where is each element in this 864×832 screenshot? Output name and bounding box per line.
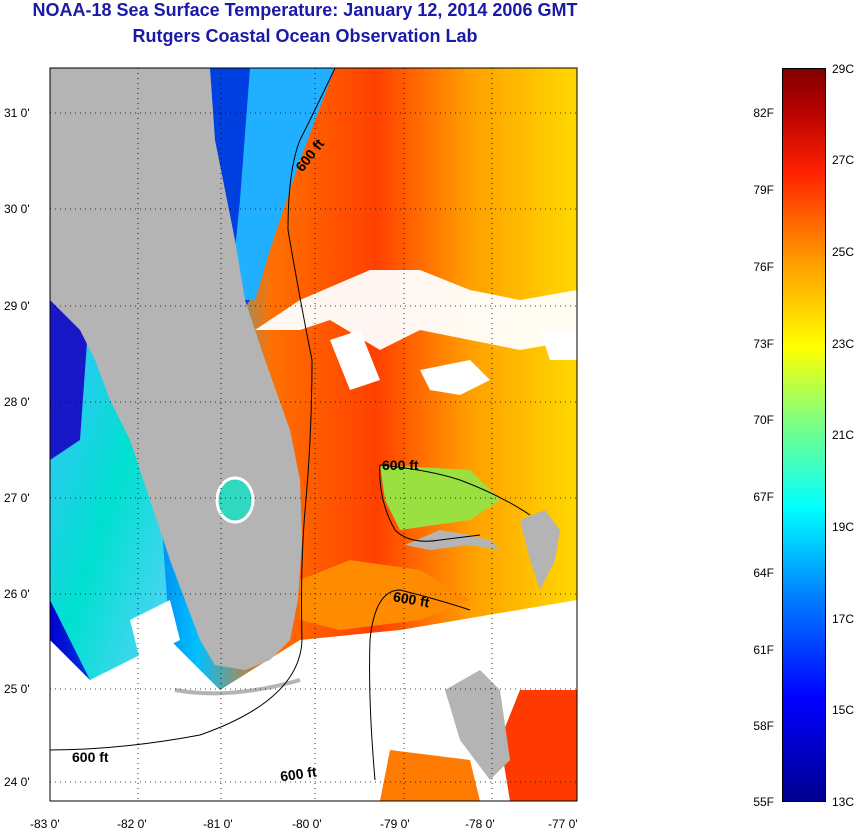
- lon-tick-label: -78 0': [465, 817, 495, 831]
- warm-patch-south: [380, 750, 480, 801]
- colorbar-f-label: 61F: [753, 643, 774, 657]
- contour-label-gulf: 600 ft: [72, 749, 109, 765]
- cloud-patch-3: [540, 330, 577, 360]
- lat-axis: 31 0' 30 0' 29 0' 28 0' 27 0' 26 0' 25 0…: [4, 106, 30, 789]
- warm-patch-southeast: [500, 690, 577, 801]
- cloud-gulf: [130, 600, 180, 660]
- lat-tick-label: 31 0': [4, 106, 30, 120]
- cloud-patch-2: [420, 360, 490, 395]
- colorbar-f-label: 82F: [753, 106, 774, 120]
- lat-tick-label: 30 0': [4, 202, 30, 216]
- colorbar-f-label: 76F: [753, 260, 774, 274]
- colorbar-c-label: 13C: [832, 795, 855, 809]
- colorbar-c-label: 21C: [832, 428, 855, 442]
- colorbar-c-label: 15C: [832, 703, 855, 717]
- graticule: [50, 68, 577, 801]
- cloud-patch-1: [330, 330, 380, 390]
- colorbar-f-label: 64F: [753, 566, 774, 580]
- colorbar-c-label: 25C: [832, 245, 855, 259]
- map-title: NOAA-18 Sea Surface Temperature: January…: [32, 0, 578, 20]
- cloud-south: [50, 600, 577, 801]
- lat-tick-label: 25 0': [4, 682, 30, 696]
- colorbar-f-label: 79F: [753, 183, 774, 197]
- lat-tick-label: 27 0': [4, 491, 30, 505]
- andros-island: [445, 670, 510, 780]
- contour-label-bahamas: 600 ft: [382, 457, 419, 473]
- colorbar-c-label: 17C: [832, 612, 855, 626]
- contour-label-south: 600 ft: [279, 763, 318, 784]
- map-subtitle: Rutgers Coastal Ocean Observation Lab: [132, 26, 478, 46]
- colorbar-f-label: 58F: [753, 719, 774, 733]
- lon-tick-label: -83 0': [30, 817, 60, 831]
- lon-tick-label: -81 0': [203, 817, 233, 831]
- gulf-cold-patch: [50, 290, 90, 460]
- colorbar-c-label: 19C: [832, 520, 855, 534]
- warm-patch-florida-straits: [300, 560, 470, 630]
- colorbar-c-label: 29C: [832, 62, 855, 76]
- isobath-600ft: [50, 68, 531, 781]
- map-frame: [49, 67, 578, 802]
- contour-label-straits: 600 ft: [392, 588, 431, 610]
- temperature-colorbar: [782, 68, 826, 802]
- shelf-transition-water: [230, 68, 335, 300]
- colorbar-f-label: 73F: [753, 337, 774, 351]
- cloud-band: [255, 270, 577, 350]
- lake-okeechobee: [215, 476, 255, 524]
- lon-tick-label: -77 0': [548, 817, 578, 831]
- colorbar-f-label: 70F: [753, 413, 774, 427]
- little-bahama-bank-water: [380, 465, 500, 530]
- lon-tick-label: -80 0': [292, 817, 322, 831]
- lat-tick-label: 26 0': [4, 587, 30, 601]
- lon-tick-label: -82 0': [117, 817, 147, 831]
- lon-tick-label: -79 0': [380, 817, 410, 831]
- abaco-island: [520, 510, 560, 590]
- colorbar-c-label: 27C: [832, 153, 855, 167]
- lat-tick-label: 28 0': [4, 395, 30, 409]
- lat-tick-label: 24 0': [4, 775, 30, 789]
- grand-bahama-island: [405, 530, 500, 550]
- colorbar-f-label: 67F: [753, 490, 774, 504]
- lon-axis: -83 0' -82 0' -81 0' -80 0' -79 0' -78 0…: [30, 817, 578, 831]
- colorbar-f-label: 55F: [753, 795, 774, 809]
- lat-tick-label: 29 0': [4, 299, 30, 313]
- colorbar-c-label: 23C: [832, 337, 855, 351]
